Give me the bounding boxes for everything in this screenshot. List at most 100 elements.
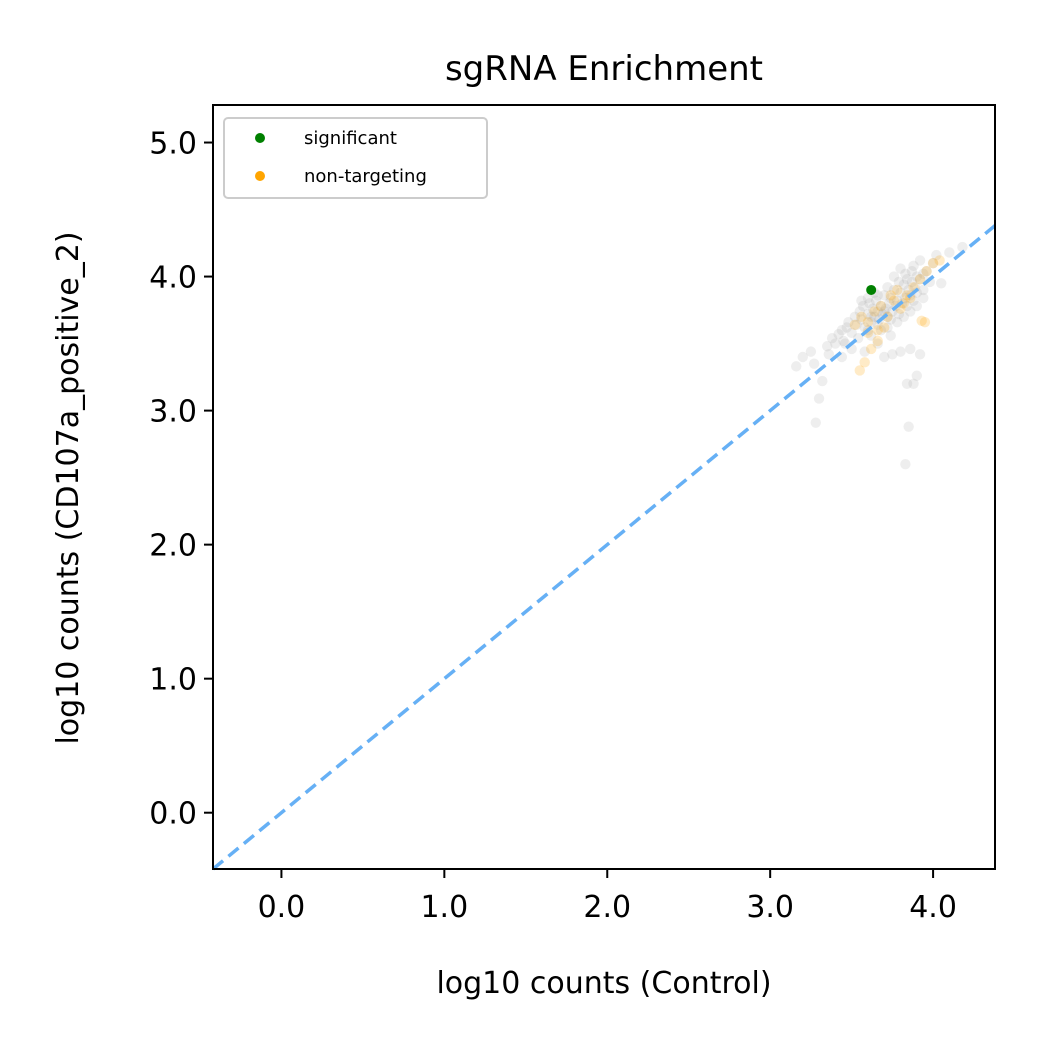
data-point	[906, 266, 918, 277]
data-point	[865, 316, 877, 328]
legend-marker	[255, 171, 265, 181]
data-point	[931, 249, 942, 261]
data-point	[833, 329, 844, 340]
data-point	[849, 311, 861, 322]
data-point	[927, 257, 939, 269]
data-point	[808, 358, 820, 369]
data-point	[846, 327, 857, 339]
data-point	[885, 290, 896, 301]
data-point	[849, 319, 861, 331]
data-point	[866, 284, 877, 295]
data-point	[791, 361, 802, 372]
data-point	[854, 306, 865, 317]
data-point	[911, 300, 922, 312]
data-point	[823, 349, 835, 360]
data-point	[916, 315, 927, 326]
x-tick-label: 1.0	[420, 890, 468, 925]
y-tick-label: 0.0	[149, 797, 197, 832]
data-point	[838, 335, 849, 347]
data-point	[872, 324, 883, 336]
data-point	[908, 295, 919, 306]
data-point	[921, 266, 932, 277]
data-point	[879, 290, 890, 301]
data-point	[903, 421, 914, 432]
data-point	[864, 298, 875, 309]
y-tick-label: 1.0	[149, 663, 197, 698]
data-point	[882, 282, 893, 293]
legend-marker	[255, 133, 265, 143]
data-point	[883, 298, 895, 309]
data-point	[927, 257, 939, 269]
data-point	[918, 292, 929, 304]
data-point	[905, 343, 916, 355]
data-point	[865, 343, 877, 355]
data-point	[885, 292, 896, 304]
data-point	[911, 271, 922, 282]
data-point	[872, 338, 883, 349]
data-point	[885, 314, 896, 325]
data-point	[888, 295, 900, 306]
data-point	[822, 341, 833, 352]
data-point	[888, 284, 900, 296]
data-point	[911, 370, 922, 381]
data-point	[856, 311, 867, 322]
data-point	[919, 316, 931, 328]
data-point	[901, 378, 913, 389]
data-point	[869, 311, 880, 322]
data-point	[872, 335, 883, 347]
data-point	[857, 300, 869, 312]
data-point	[867, 303, 879, 314]
legend-label: non-targeting	[304, 166, 427, 187]
data-point	[875, 300, 887, 312]
data-point	[872, 306, 883, 317]
data-point	[908, 378, 919, 389]
data-point	[813, 393, 825, 404]
y-tick-label: 3.0	[149, 395, 197, 430]
data-point	[805, 346, 817, 357]
data-point	[898, 311, 909, 322]
x-tick-label: 4.0	[909, 890, 957, 925]
y-tick-label: 2.0	[149, 529, 197, 564]
data-point	[826, 333, 838, 344]
data-point	[906, 276, 918, 288]
data-point	[865, 330, 877, 341]
data-points	[791, 241, 968, 470]
data-point	[895, 346, 906, 357]
y-tick-label: 4.0	[149, 261, 197, 296]
data-point	[817, 375, 828, 387]
chart-title: sgRNA Enrichment	[445, 49, 763, 89]
data-point	[908, 260, 919, 272]
data-point	[865, 311, 877, 322]
data-point	[879, 322, 890, 333]
data-point	[797, 351, 808, 363]
data-point	[830, 338, 841, 349]
data-point	[914, 349, 926, 360]
data-point	[914, 255, 926, 266]
data-point	[843, 316, 854, 328]
data-point	[901, 300, 913, 312]
data-point	[836, 324, 848, 336]
data-point	[892, 316, 903, 328]
data-point	[879, 351, 890, 363]
data-point	[914, 274, 926, 285]
data-point	[862, 308, 874, 320]
data-point	[862, 292, 874, 304]
data-point	[957, 241, 968, 253]
data-point	[901, 274, 913, 285]
data-point	[934, 255, 945, 266]
legend: significant non-targeting	[223, 117, 488, 199]
x-tick-label: 2.0	[583, 890, 631, 925]
data-point	[851, 319, 862, 331]
data-point	[885, 330, 896, 341]
y-axis-label: log10 counts (CD107a_positive_2)	[51, 231, 86, 744]
data-point	[880, 303, 892, 314]
data-point	[859, 357, 870, 368]
data-point	[898, 279, 909, 290]
data-point	[944, 247, 955, 258]
data-point	[918, 284, 929, 296]
x-tick-label: 0.0	[258, 890, 306, 925]
data-point	[862, 316, 874, 328]
x-axis-label: log10 counts (Control)	[436, 966, 771, 1001]
